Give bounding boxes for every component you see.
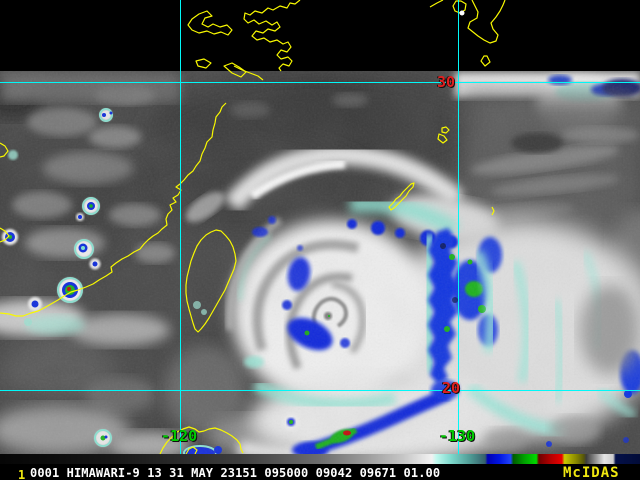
longitude-label-130: -130 [439,427,476,445]
china-coastline [0,102,244,454]
latitude-label-20: 20 [442,379,461,397]
longitude-label-120: -120 [161,427,198,445]
longitude-grid-line-130 [458,0,459,454]
frame-number: 1 [18,468,26,480]
bright-spot [459,10,465,16]
longitude-grid-line-120 [180,0,181,454]
imagery-layer [0,71,640,454]
status-bar: 1 0001 HIMAWARI-9 13 31 MAY 23151 095000… [0,464,640,480]
latitude-grid-line-30 [0,82,640,83]
japan-coastline [187,0,506,81]
taiwan-coastline [185,229,237,333]
okinawa-coastline [388,126,495,216]
mcidas-brand-label: McIDAS [563,465,620,480]
image-info-text: 0001 HIMAWARI-9 13 31 MAY 23151 095000 0… [30,466,441,480]
latitude-label-30: 30 [437,73,456,91]
coastline-overlay [0,0,506,454]
colorbar [0,454,640,464]
latitude-grid-line-20 [0,390,640,391]
satellite-image[interactable] [0,0,640,454]
